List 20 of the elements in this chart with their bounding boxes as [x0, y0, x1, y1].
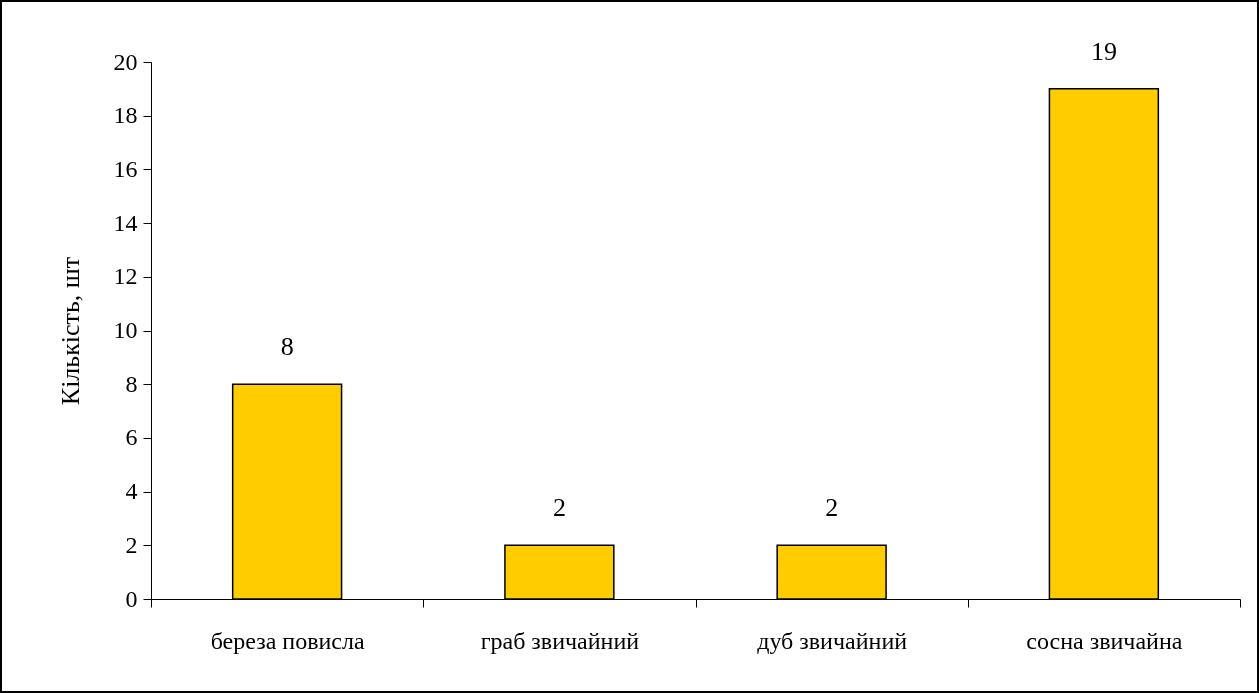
y-tick-label: 0 — [125, 585, 138, 612]
y-tick-label: 6 — [125, 424, 138, 451]
data-label: 2 — [552, 493, 566, 523]
y-tick-label: 16 — [113, 155, 138, 182]
y-tick-label: 18 — [113, 102, 138, 129]
x-tick-label: дуб звичайний — [757, 627, 908, 654]
x-tick-label: береза повисла — [210, 627, 365, 654]
y-tick-label: 10 — [113, 317, 138, 343]
data-label: 19 — [1090, 36, 1117, 66]
y-tick-label: 2 — [125, 531, 138, 558]
y-tick-label: 8 — [125, 370, 138, 397]
data-label: 8 — [280, 332, 294, 362]
y-tick-label: 20 — [113, 48, 138, 75]
y-axis-title: Кількість, шт — [55, 256, 85, 406]
y-tick-label: 12 — [113, 263, 138, 290]
y-tick-label: 4 — [125, 478, 138, 505]
data-label: 2 — [825, 493, 839, 523]
x-tick-label: граб звичайний — [480, 627, 640, 654]
x-tick-label: сосна звичайна — [1026, 627, 1183, 654]
y-tick-label: 14 — [113, 209, 138, 236]
